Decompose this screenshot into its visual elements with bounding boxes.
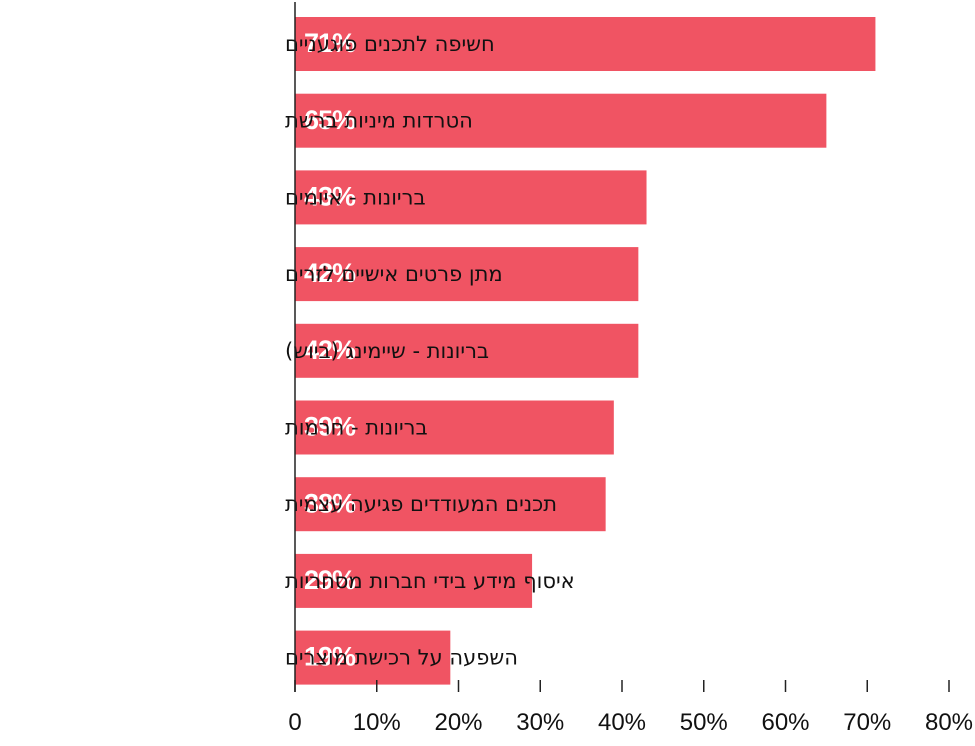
bar-value-label: 19%	[304, 642, 356, 672]
x-tick-label: 30%	[516, 709, 564, 736]
bar	[295, 477, 606, 532]
bars-group: 71% 65% 43% 42% 42% 39% 38% 29% 19%	[295, 17, 876, 685]
category-labels-group: חשיפה לתכנים פוגעניים הטרדות מיניות ברשת ב…	[285, 32, 575, 670]
category-label: השפעה על רכישת מוצרים	[285, 646, 518, 670]
category-label: בריונות - חרמות	[285, 416, 428, 440]
bar-value-label: 29%	[304, 565, 356, 595]
bar	[295, 17, 876, 71]
bar-value-label: 39%	[304, 412, 356, 442]
category-label: חשיפה לתכנים פוגעניים	[285, 32, 495, 56]
x-axis: 0 10% 20% 30% 40% 50% 60% 70% 80%	[288, 680, 973, 736]
bar-value-label: 65%	[304, 105, 356, 135]
x-tick-label: 40%	[598, 709, 646, 736]
x-tick-label: 60%	[761, 709, 809, 736]
bar	[295, 323, 639, 378]
bar	[295, 630, 451, 685]
bar	[295, 553, 533, 608]
x-tick-label: 70%	[843, 709, 891, 736]
bar-value-label: 42%	[304, 258, 356, 288]
category-label: מתן פרטים אישיים לזרים	[285, 262, 503, 286]
bar	[295, 93, 827, 148]
bar-value-label: 43%	[304, 182, 356, 212]
category-label: תכנים המעודדים פגיעה עצמית	[285, 492, 557, 516]
category-label: הטרדות מיניות ברשת	[285, 109, 473, 133]
bar	[295, 247, 639, 302]
x-tick-label: 50%	[680, 709, 728, 736]
x-tick-label: 10%	[353, 709, 401, 736]
bar-value-label: 42%	[304, 335, 356, 365]
x-tick-label: 0	[288, 709, 301, 736]
bar	[295, 400, 614, 455]
bar-value-label: 71%	[304, 28, 356, 58]
bar	[295, 170, 647, 225]
bar-value-label: 38%	[304, 488, 356, 518]
x-tick-label: 20%	[434, 709, 482, 736]
category-label: איסוף מידע בידי חברות מסחריות	[285, 569, 575, 593]
x-tick-label: 80%	[925, 709, 973, 736]
category-label: בריונות - שיימינג (ביוש)	[285, 339, 489, 363]
category-label: בריונות - איומים	[285, 185, 426, 209]
